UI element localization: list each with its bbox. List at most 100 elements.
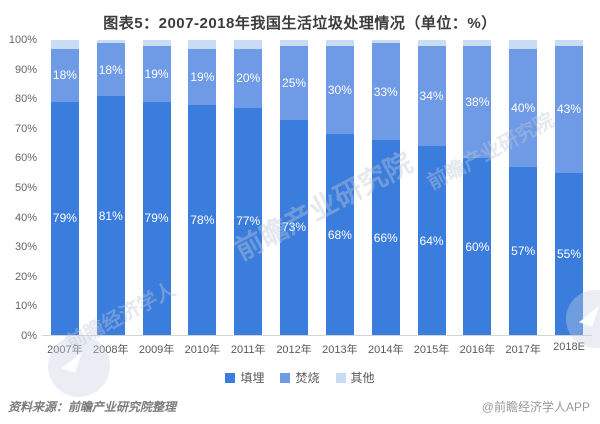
legend-label: 填埋 (240, 371, 265, 385)
bar-segment-other (371, 40, 400, 43)
bar-segment-other (96, 40, 125, 43)
bar-segment-other (463, 40, 492, 46)
y-axis-tick: 20% (14, 270, 37, 283)
data-label-incineration: 20% (236, 71, 261, 86)
x-axis-label: 2015年 (413, 344, 450, 356)
bar-segment-incineration: 38% (463, 45, 492, 158)
y-axis-tick: 80% (14, 93, 37, 106)
bar-stack: 60% 38% (463, 40, 492, 335)
bar-column-2007年: 79% 18% (42, 40, 88, 335)
chart-title: 图表5：2007-2018年我国生活垃圾处理情况（单位：%） (103, 15, 497, 32)
bar-segment-landfill: 64% (417, 146, 446, 335)
y-axis-tick: 50% (14, 182, 37, 194)
bar-column-2015年: 64% 34% (409, 40, 455, 335)
bar-segment-incineration: 30% (325, 45, 354, 135)
bar-segment-other (188, 40, 217, 49)
bar-stack: 55% 43% (555, 40, 584, 335)
bar-stack: 57% 40% (509, 40, 538, 335)
bar-segment-other (417, 40, 446, 46)
brand-note: @前瞻经济学人APP (481, 400, 590, 414)
data-label-incineration: 40% (511, 100, 536, 115)
bar-column-2011年: 77% 20% (225, 40, 271, 335)
bar-segment-landfill: 73% (280, 119, 309, 335)
bar-segment-other (50, 40, 79, 49)
legend-item-other: 其他 (335, 369, 375, 386)
data-label-incineration: 18% (52, 68, 77, 83)
bar-segment-other (325, 40, 354, 46)
bar-segment-landfill: 81% (96, 96, 125, 335)
legend: 填埋 焚烧 其他 (0, 369, 600, 386)
x-axis-label: 2018E (553, 341, 585, 353)
legend-swatch-icon (225, 372, 236, 383)
bar-stack: 66% 33% (371, 40, 400, 335)
data-label-landfill: 64% (419, 233, 444, 248)
bar-segment-other (142, 40, 171, 46)
bar-segment-incineration: 40% (509, 48, 538, 167)
y-axis-tick: 30% (14, 241, 37, 254)
bar-segment-incineration: 19% (188, 48, 217, 105)
chart-area: 0% 10% 20% 30% 40% 50% 60% 70% 80% 90% 100% 79% 18%… (0, 34, 600, 342)
data-label-landfill: 81% (98, 208, 123, 223)
y-axis-tick: 100% (8, 34, 37, 46)
y-axis-tick: 60% (14, 152, 37, 165)
bar-segment-other (280, 40, 309, 46)
y-axis-tick: 70% (14, 122, 37, 135)
bar-column-2010年: 78% 19% (179, 40, 225, 335)
bar-stack: 81% 18% (96, 40, 125, 335)
data-label-incineration: 33% (373, 84, 398, 99)
data-label-landfill: 73% (282, 220, 307, 235)
bar-stack: 78% 19% (188, 40, 217, 335)
bar-stack: 73% 25% (280, 40, 309, 335)
bar-segment-incineration: 33% (371, 42, 400, 141)
plot-area: 79% 18% 81% 18% 79% 19% 78% 19% 77% 20% 73% 25% 68% 3… (42, 40, 592, 336)
data-label-incineration: 38% (465, 94, 490, 109)
bar-column-2008年: 81% 18% (88, 40, 134, 335)
y-axis: 0% 10% 20% 30% 40% 50% 60% 70% 80% 90% 100% (4, 34, 42, 342)
y-axis-tick: 40% (14, 211, 37, 224)
y-axis-tick: 0% (21, 330, 37, 342)
bar-column-2016年: 60% 38% (454, 40, 500, 335)
bar-segment-incineration: 18% (50, 48, 79, 102)
bar-segment-landfill: 68% (325, 134, 354, 335)
x-axis-label: 2012年 (276, 344, 312, 356)
bar-segment-landfill: 57% (509, 166, 538, 335)
x-axis-label: 2008年 (93, 344, 129, 356)
bar-segment-landfill: 79% (142, 101, 171, 335)
source-note: 资料来源：前瞻产业研究院整理 (8, 400, 177, 414)
bar-column-2013年: 68% 30% (317, 40, 363, 335)
bar-segment-incineration: 19% (142, 45, 171, 102)
data-label-incineration: 18% (98, 62, 123, 77)
data-label-incineration: 19% (144, 66, 169, 81)
data-label-incineration: 19% (190, 69, 215, 84)
data-label-landfill: 78% (190, 212, 215, 227)
x-axis-label: 2014年 (367, 344, 404, 356)
bar-stack: 79% 18% (50, 40, 79, 335)
x-axis-label: 2016年 (459, 344, 496, 356)
data-label-incineration: 43% (557, 102, 582, 117)
bar-column-2014年: 66% 33% (363, 40, 409, 335)
bar-segment-landfill: 77% (234, 107, 263, 335)
data-label-incineration: 30% (327, 83, 352, 98)
bar-segment-other (555, 40, 584, 46)
bar-column-2009年: 79% 19% (134, 40, 180, 335)
data-label-landfill: 68% (327, 227, 352, 242)
data-label-landfill: 55% (557, 246, 582, 261)
x-axis-label: 2009年 (138, 344, 175, 356)
bar-segment-other (234, 40, 263, 49)
bar-stack: 64% 34% (417, 40, 446, 335)
bar-segment-landfill: 55% (555, 172, 584, 335)
x-axis-label: 2007年 (47, 344, 83, 356)
legend-item-incineration: 焚烧 (280, 369, 320, 386)
bar-segment-incineration: 43% (555, 45, 584, 173)
legend-item-landfill: 填埋 (225, 369, 264, 386)
bar-segment-incineration: 34% (417, 45, 446, 147)
bar-column-2012年: 73% 25% (271, 40, 317, 335)
data-label-landfill: 66% (373, 230, 398, 245)
bar-column-2018E: 55% 43% (546, 40, 592, 335)
bar-stack: 77% 20% (234, 40, 263, 335)
bar-stack: 68% 30% (325, 40, 354, 335)
bar-column-2017年: 57% 40% (500, 40, 546, 335)
bar-segment-landfill: 79% (50, 101, 79, 335)
x-axis-label: 2013年 (322, 344, 358, 356)
